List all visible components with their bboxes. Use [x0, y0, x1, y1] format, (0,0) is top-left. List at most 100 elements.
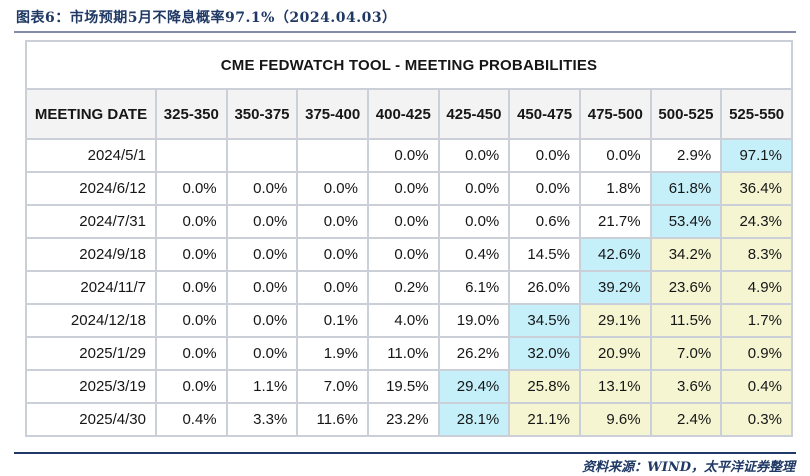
- probability-cell: 28.1%: [437, 402, 511, 437]
- probability-cell: 34.2%: [649, 237, 723, 272]
- table-row: 2024/9/18 0.0% 0.0% 0.0% 0.0% 0.4% 14.5% 42.6% 3…: [25, 237, 793, 272]
- probability-cell: 0.0%: [296, 171, 369, 206]
- probability-cell: 1.1%: [225, 369, 299, 404]
- table-row: 2024/12/18 0.0% 0.0% 0.1% 4.0% 19.0% 34.5% 29.1…: [25, 303, 793, 338]
- table-row: 2024/7/31 0.0% 0.0% 0.0% 0.0% 0.0% 0.6% 21.7% 53…: [25, 204, 793, 239]
- probability-cell: 0.0%: [155, 171, 228, 206]
- caption-divider: [14, 31, 796, 33]
- col-header-525-550: 525-550: [720, 88, 793, 140]
- probability-cell: 0.0%: [155, 336, 228, 371]
- table-title: CME FEDWATCH TOOL - MEETING PROBABILITIE…: [25, 40, 793, 90]
- probability-cell: 97.1%: [720, 138, 793, 173]
- source-note: 资料来源：WIND，太平洋证券整理: [582, 460, 795, 475]
- meeting-date-cell: 2024/5/1: [25, 138, 157, 173]
- probability-cell: 61.8%: [649, 171, 723, 206]
- probability-cell: 2.9%: [649, 138, 723, 173]
- meeting-date-cell: 2025/4/30: [25, 402, 157, 437]
- probability-cell: 3.3%: [225, 402, 299, 437]
- figure-caption: 图表6：市场预期5月不降息概率97.1%（2024.04.03）: [16, 10, 397, 26]
- table-row: 2025/4/30 0.4% 3.3% 11.6% 23.2% 28.1% 21.1% 9.6…: [25, 402, 793, 437]
- probability-cell: 0.0%: [366, 237, 440, 272]
- probability-cell: 0.6%: [508, 204, 581, 239]
- probability-cell: 11.0%: [366, 336, 440, 371]
- probability-cell: 32.0%: [508, 336, 581, 371]
- probability-cell: 0.4%: [155, 402, 228, 437]
- source-divider: [14, 452, 796, 454]
- probability-cell: 8.3%: [720, 237, 793, 272]
- probability-cell: 1.7%: [720, 303, 793, 338]
- fedwatch-probability-table: CME FEDWATCH TOOL - MEETING PROBABILITIE…: [25, 40, 793, 437]
- probability-cell: 19.0%: [437, 303, 511, 338]
- probability-cell: 0.3%: [720, 402, 793, 437]
- table-row: 2025/3/19 0.0% 1.1% 7.0% 19.5% 29.4% 25.8% 13.1…: [25, 369, 793, 404]
- meeting-date-cell: 2024/9/18: [25, 237, 157, 272]
- col-header-meeting-date: MEETING DATE: [25, 88, 157, 140]
- meeting-date-cell: 2025/3/19: [25, 369, 157, 404]
- col-header-325-350: 325-350: [155, 88, 228, 140]
- probability-cell: 1.9%: [296, 336, 369, 371]
- meeting-date-cell: 2024/12/18: [25, 303, 157, 338]
- probability-cell: 0.4%: [720, 369, 793, 404]
- table-row: 2024/11/7 0.0% 0.0% 0.0% 0.2% 6.1% 26.0% 39.2% 2…: [25, 270, 793, 305]
- probability-cell: 0.9%: [720, 336, 793, 371]
- probability-cell: 11.6%: [296, 402, 369, 437]
- probability-cell: 0.0%: [437, 204, 511, 239]
- probability-cell: 7.0%: [296, 369, 369, 404]
- probability-cell: 34.5%: [508, 303, 581, 338]
- col-header-425-450: 425-450: [437, 88, 511, 140]
- probability-cell: 26.2%: [437, 336, 511, 371]
- probability-cell: 1.8%: [578, 171, 652, 206]
- probability-cell: 0.0%: [508, 138, 581, 173]
- probability-cell: 0.0%: [366, 204, 440, 239]
- probability-cell: 29.4%: [437, 369, 511, 404]
- probability-cell: 14.5%: [508, 237, 581, 272]
- meeting-date-cell: 2025/1/29: [25, 336, 157, 371]
- probability-cell: 0.0%: [296, 204, 369, 239]
- probability-cell: 20.9%: [578, 336, 652, 371]
- probability-cell: 42.6%: [578, 237, 652, 272]
- probability-cell: 53.4%: [649, 204, 723, 239]
- probability-cell: 11.5%: [649, 303, 723, 338]
- col-header-350-375: 350-375: [225, 88, 299, 140]
- probability-cell: 0.0%: [225, 171, 299, 206]
- probability-cell: 24.3%: [720, 204, 793, 239]
- probability-cell: 0.0%: [225, 336, 299, 371]
- probability-cell: 4.0%: [366, 303, 440, 338]
- col-header-500-525: 500-525: [649, 88, 723, 140]
- probability-cell: 0.0%: [225, 237, 299, 272]
- meeting-date-cell: 2024/11/7: [25, 270, 157, 305]
- probability-cell: 2.4%: [649, 402, 723, 437]
- col-header-475-500: 475-500: [578, 88, 652, 140]
- probability-cell: 3.6%: [649, 369, 723, 404]
- probability-cell: 9.6%: [578, 402, 652, 437]
- probability-cell: 0.0%: [296, 237, 369, 272]
- probability-cell: 0.0%: [155, 237, 228, 272]
- probability-cell: [155, 138, 228, 173]
- probability-cell: 0.0%: [296, 270, 369, 305]
- meeting-date-cell: 2024/7/31: [25, 204, 157, 239]
- table-row: 2024/5/1 0.0% 0.0% 0.0% 0.0% 2.9% 97.1%: [25, 138, 793, 173]
- meeting-date-cell: 2024/6/12: [25, 171, 157, 206]
- probability-cell: 39.2%: [578, 270, 652, 305]
- probability-cell: 0.0%: [225, 303, 299, 338]
- probability-cell: 0.2%: [366, 270, 440, 305]
- table-title-row: CME FEDWATCH TOOL - MEETING PROBABILITIE…: [25, 40, 793, 90]
- probability-cell: 4.9%: [720, 270, 793, 305]
- probability-cell: 13.1%: [578, 369, 652, 404]
- probability-cell: 23.2%: [366, 402, 440, 437]
- probability-cell: 6.1%: [437, 270, 511, 305]
- probability-cell: [225, 138, 299, 173]
- table-row: 2024/6/12 0.0% 0.0% 0.0% 0.0% 0.0% 0.0% 1.8% 61.…: [25, 171, 793, 206]
- probability-cell: 19.5%: [366, 369, 440, 404]
- probability-cell: 0.0%: [366, 138, 440, 173]
- probability-cell: 0.0%: [508, 171, 581, 206]
- probability-cell: 26.0%: [508, 270, 581, 305]
- probability-cell: 0.0%: [225, 270, 299, 305]
- probability-cell: 23.6%: [649, 270, 723, 305]
- table-row: 2025/1/29 0.0% 0.0% 1.9% 11.0% 26.2% 32.0% 20.9…: [25, 336, 793, 371]
- probability-cell: 0.1%: [296, 303, 369, 338]
- probability-cell: 0.0%: [578, 138, 652, 173]
- fedwatch-table-container: CME FEDWATCH TOOL - MEETING PROBABILITIE…: [25, 40, 793, 437]
- probability-cell: 36.4%: [720, 171, 793, 206]
- probability-cell: 29.1%: [578, 303, 652, 338]
